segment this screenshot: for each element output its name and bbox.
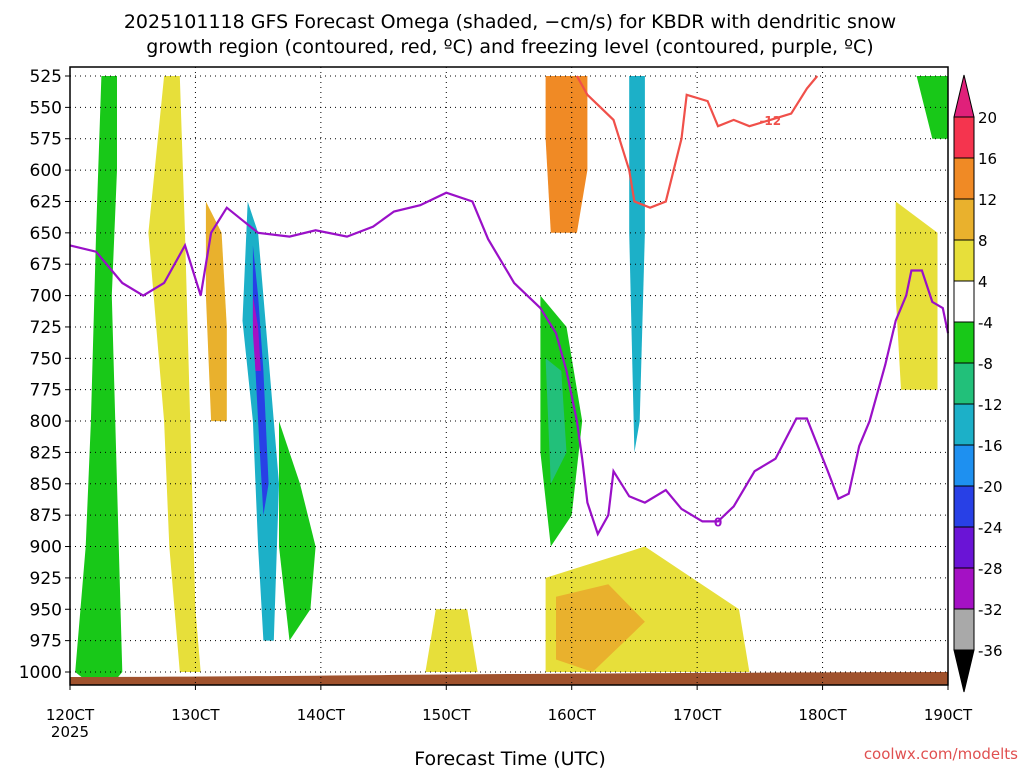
y-tick-label-925: 925 [30, 569, 62, 589]
omega-region-omega-orange-low [556, 584, 645, 672]
freezing-level-label: 0 [714, 515, 722, 529]
omega-region-omega-green-late [916, 76, 948, 139]
omega-region-omega-blue-core [252, 245, 269, 516]
x-tick-label-120CT: 120CT [46, 706, 95, 724]
omega-region-omega-green-mid [279, 421, 316, 641]
x-tick-label-180CT: 180CT [798, 706, 847, 724]
y-tick-label-800: 800 [30, 412, 62, 432]
omega-region-omega-orange-upper [545, 76, 588, 233]
x-tick-label-190CT: 190CT [924, 706, 973, 724]
omega-region-omega-orange-early [205, 201, 227, 422]
omega-region-omega-yellow-early [148, 76, 201, 672]
colorbar-label-8: 8 [978, 232, 988, 250]
freezing-level-line [69, 191, 950, 537]
y-tick-label-675: 675 [30, 255, 62, 275]
colorbar-label--4: -4 [978, 314, 993, 332]
y-tick-label-700: 700 [30, 287, 62, 307]
y-tick-label-875: 875 [30, 506, 62, 526]
y-tick-label-600: 600 [30, 161, 62, 181]
ground-strip [70, 672, 948, 685]
y-tick-label-650: 650 [30, 224, 62, 244]
colorbar-label-20: 20 [978, 109, 997, 127]
axes: 525 550 575 600 625 650 675 700 725 750 775 800 825 8… [19, 66, 973, 741]
colorbar-label--32: -32 [978, 601, 1003, 619]
colorbar-bin-20-to-16 [953, 116, 975, 159]
x-tick-label-170CT: 170CT [673, 706, 722, 724]
y-tick-label-550: 550 [30, 98, 62, 118]
colorbar-bottom-arrow [953, 649, 975, 693]
colorbar-bin-4-to--4 [953, 280, 975, 323]
colorbar-label--36: -36 [978, 642, 1003, 660]
y-tick-label-775: 775 [30, 381, 62, 401]
credit-link[interactable]: coolwx.com/modelts [864, 745, 1018, 763]
y-tick-label-575: 575 [30, 130, 62, 150]
omega-region-omega-purple-core [252, 295, 261, 371]
omega-region-omega-green-early [75, 76, 123, 685]
colorbar-bin--20-to--24 [953, 485, 975, 528]
omega-region-omega-yellow-mid [425, 609, 478, 672]
x-tick-label-140CT: 140CT [297, 706, 346, 724]
y-tick-label-850: 850 [30, 475, 62, 495]
y-tick-label-975: 975 [30, 632, 62, 652]
dgz-contour-line [575, 75, 819, 209]
colorbar-label-16: 16 [978, 150, 997, 168]
x-tick-label-160CT: 160CT [548, 706, 597, 724]
colorbar-label--20: -20 [978, 478, 1003, 496]
colorbar-label--28: -28 [978, 560, 1003, 578]
omega-region-omega-yellow-late [895, 201, 938, 390]
colorbar-label-12: 12 [978, 191, 997, 209]
chart-title-line-2: growth region (contoured, red, ºC) and f… [146, 36, 873, 58]
y-tick-label-900: 900 [30, 538, 62, 558]
colorbar-bin-8-to-4 [953, 239, 975, 282]
dgz-contour-label: -12 [759, 114, 781, 128]
colorbar-label--8: -8 [978, 355, 993, 373]
colorbar-top-arrow [953, 74, 975, 118]
colorbar-bin--8-to--12 [953, 362, 975, 405]
colorbar-bin--32-to--36 [953, 608, 975, 651]
colorbar-label-4: 4 [978, 273, 988, 291]
x-tick-sublabel: 2025 [51, 723, 89, 741]
colorbar-bin-12-to-8 [953, 198, 975, 241]
x-axis-label: Forecast Time (UTC) [414, 748, 605, 768]
colorbar-label--24: -24 [978, 519, 1003, 537]
colorbar: 20 16 12 8 4 -4 -8 -12 -16 -20 -24 -28 -32 -36 [953, 74, 1003, 693]
y-tick-label-750: 750 [30, 349, 62, 369]
y-tick-label-725: 725 [30, 318, 62, 338]
y-tick-label-625: 625 [30, 192, 62, 212]
colorbar-bin--4-to--8 [953, 321, 975, 364]
contour-lines: -12 0 [69, 75, 950, 537]
y-tick-label-825: 825 [30, 443, 62, 463]
y-tick-label-1000: 1000 [19, 663, 62, 683]
colorbar-bin--24-to--28 [953, 526, 975, 569]
y-tick-label-950: 950 [30, 600, 62, 620]
chart-title-line-1: 2025101118 GFS Forecast Omega (shaded, −… [124, 11, 896, 33]
y-tick-label-525: 525 [30, 67, 62, 87]
plot-frame [69, 66, 949, 686]
colorbar-bin--16-to--20 [953, 444, 975, 487]
colorbar-bin--12-to--16 [953, 403, 975, 446]
x-tick-label-150CT: 150CT [422, 706, 471, 724]
colorbar-bin--28-to--32 [953, 567, 975, 610]
colorbar-bin-16-to-12 [953, 157, 975, 200]
colorbar-label--16: -16 [978, 437, 1003, 455]
colorbar-label--12: -12 [978, 396, 1003, 414]
x-tick-label-130CT: 130CT [171, 706, 220, 724]
